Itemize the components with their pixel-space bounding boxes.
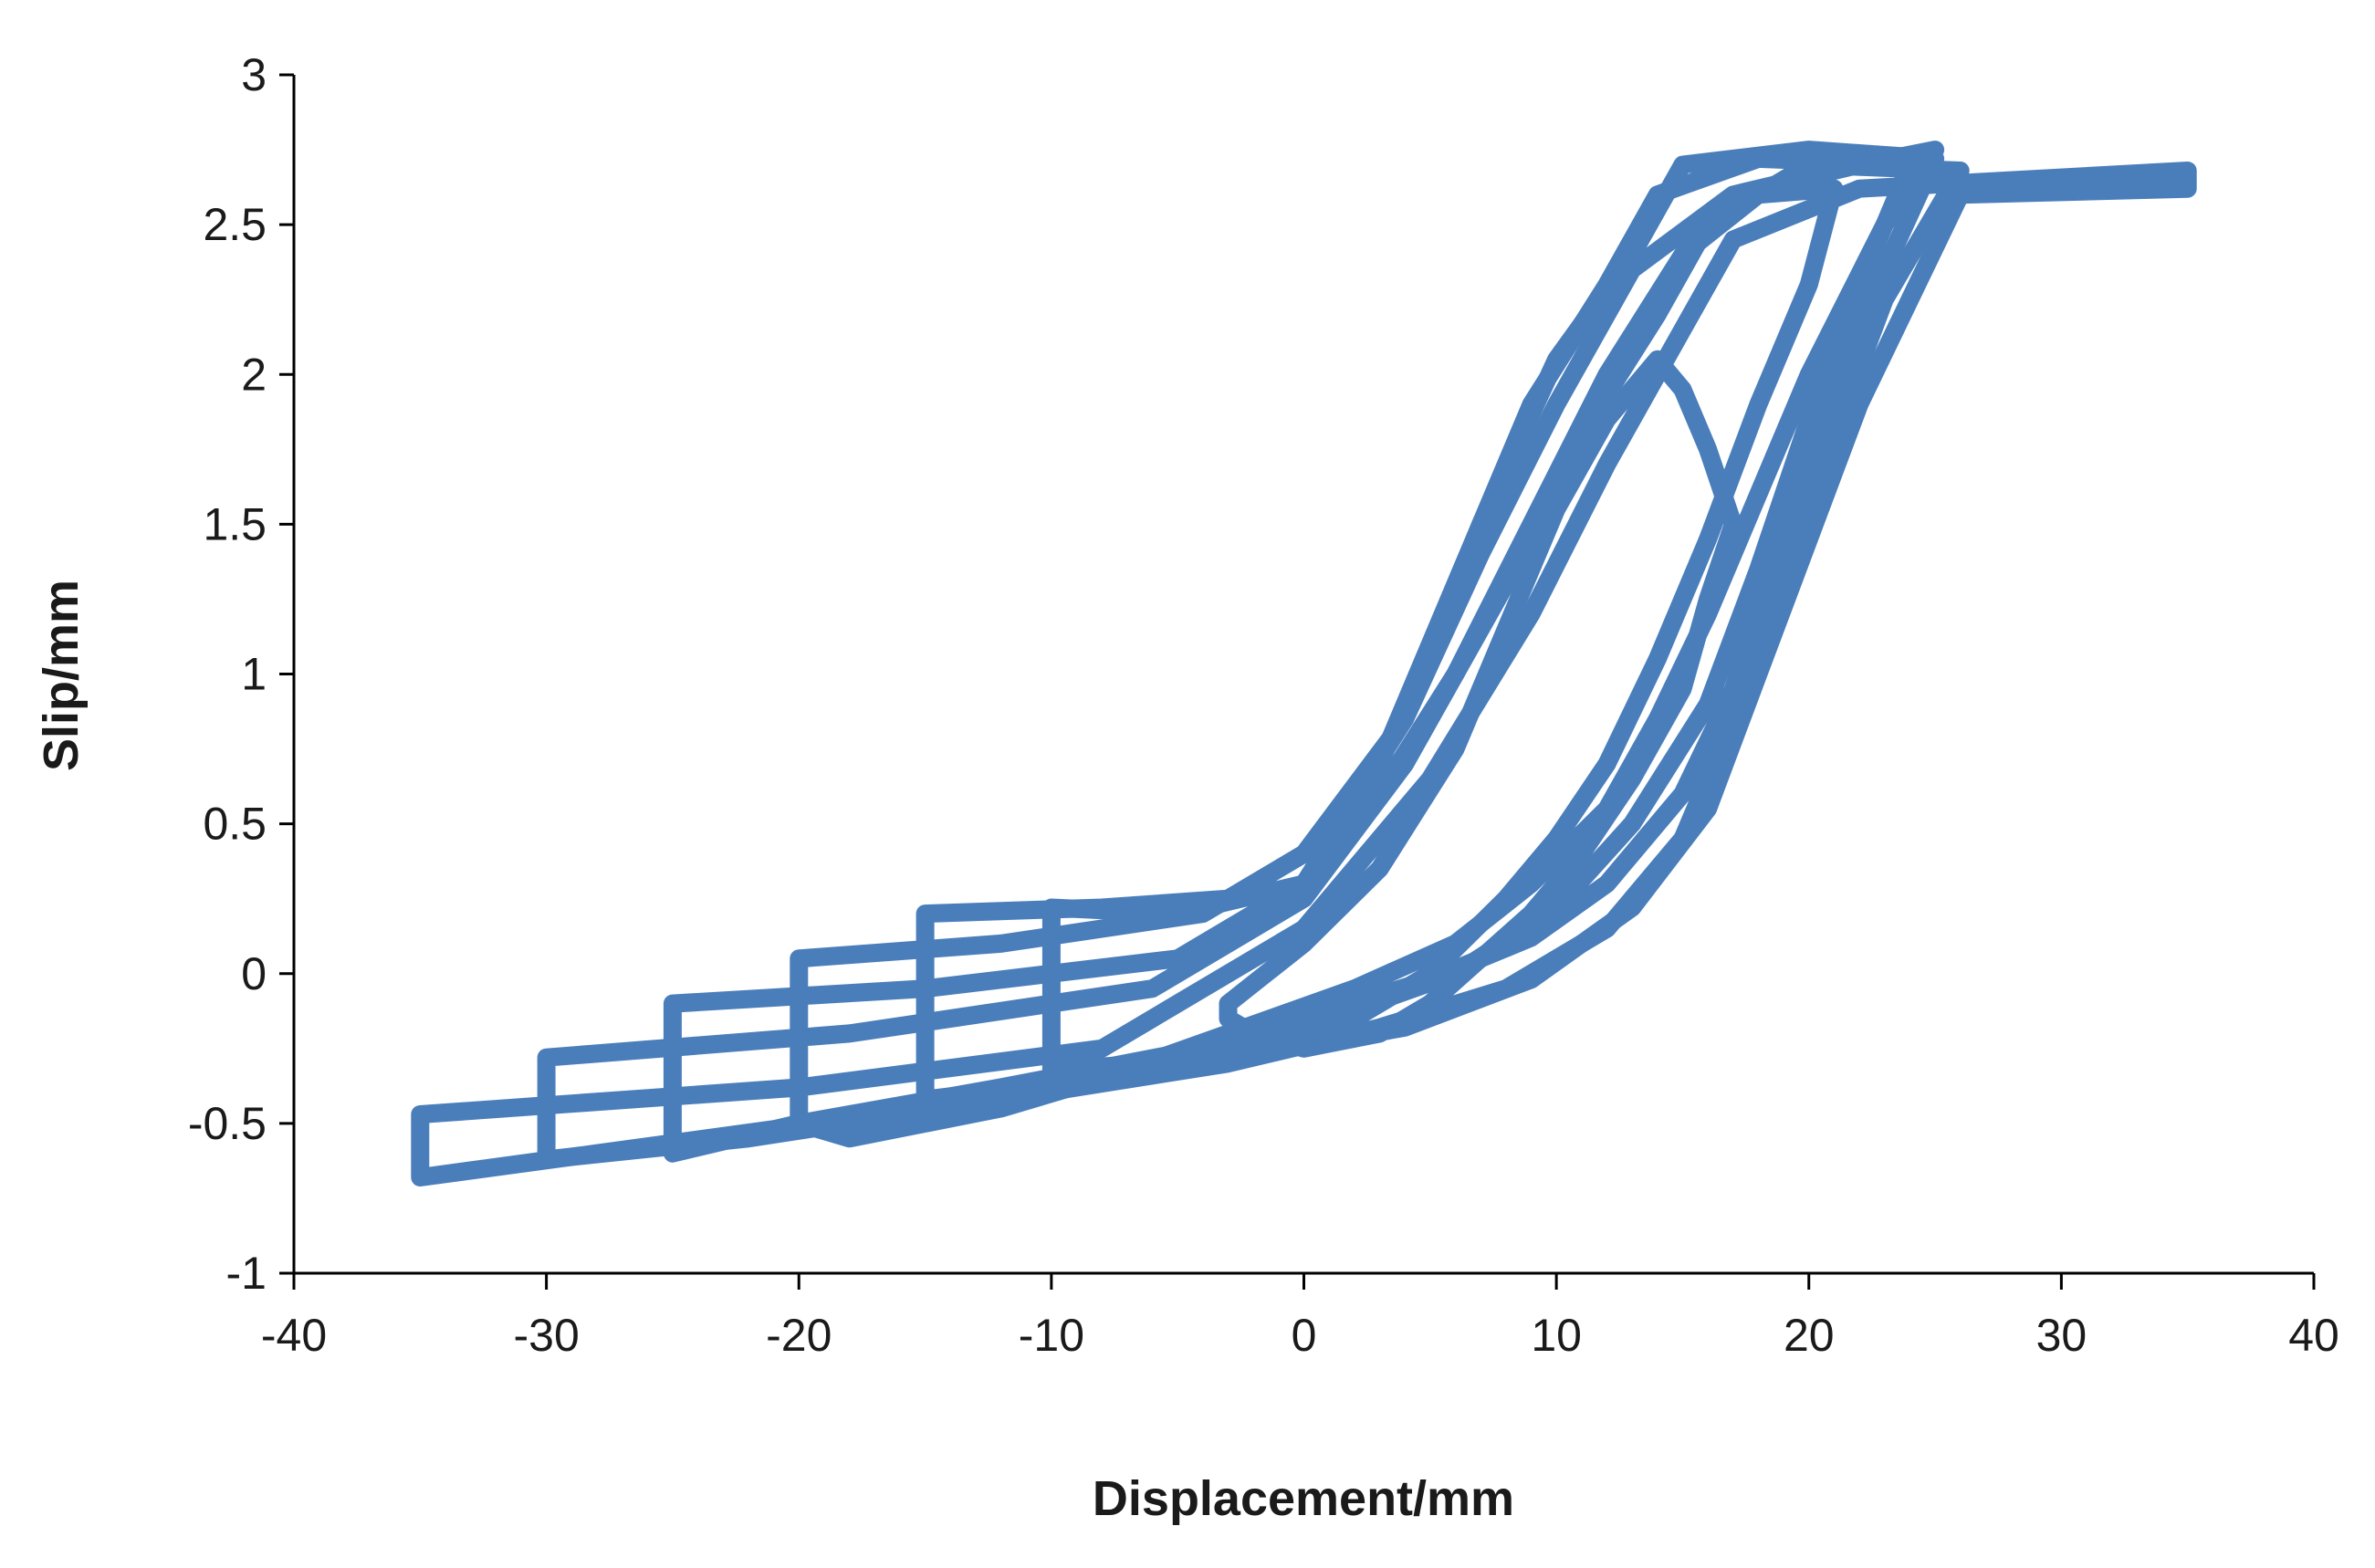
- x-axis-title: Displacement/mm: [1093, 1471, 1514, 1526]
- axes-layer: -1 -0.5 0 0.5 1 1.5 2 2.5 3 -40 -30 -20 -10 0 10 20 30 40: [188, 49, 2339, 1361]
- x-tick-label: -30: [513, 1310, 579, 1361]
- y-tick-label: 0.5: [203, 799, 267, 850]
- y-tick-label: 1: [241, 649, 267, 700]
- x-tick-label: 0: [1292, 1310, 1317, 1361]
- x-tick-label: 40: [2288, 1310, 2339, 1361]
- y-tick-label: 2.5: [203, 199, 267, 250]
- x-tick-label: -40: [261, 1310, 327, 1361]
- y-tick-label: 1.5: [203, 498, 267, 549]
- y-tick-label: -1: [226, 1248, 267, 1299]
- x-tick-label: 10: [1531, 1310, 1582, 1361]
- hysteresis-loop-7: [411, 162, 2197, 1186]
- hysteresis-loop-6: [537, 155, 1970, 1169]
- x-tick-label: 20: [1784, 1310, 1835, 1361]
- x-tick-label: -20: [766, 1310, 832, 1361]
- y-tick-label: 3: [241, 49, 267, 100]
- series-layer: [411, 141, 2197, 1186]
- y-tick-label: 0: [241, 948, 267, 999]
- x-tick-label: -10: [1019, 1310, 1084, 1361]
- y-tick-label: 2: [241, 349, 267, 400]
- y-tick-label: -0.5: [188, 1098, 267, 1149]
- hysteresis-loop-5: [663, 149, 1920, 1163]
- x-tick-label: 30: [2036, 1310, 2087, 1361]
- y-axis-title: Slip/mm: [34, 580, 89, 771]
